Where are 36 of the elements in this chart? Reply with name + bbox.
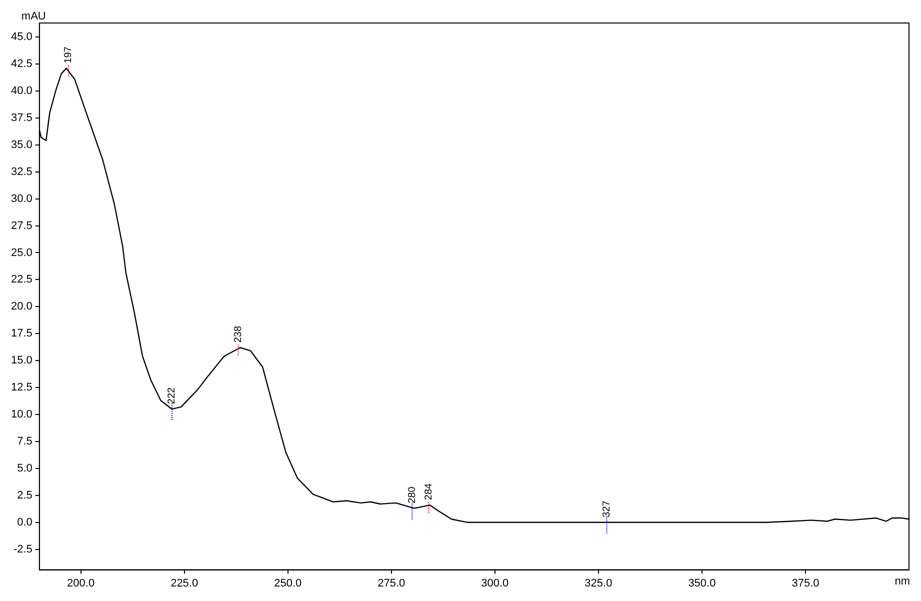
y-tick-label: 10.0 [10,408,32,421]
x-tick-label: 200.0 [67,577,95,590]
annotation: 280 [406,486,418,504]
y-tick-label: 25.0 [10,246,32,259]
y-tick-label: 22.5 [10,274,32,286]
y-tick-label: -2.5 [13,543,32,556]
y-tick-label: 5.0 [17,462,32,474]
y-tick-label: 27.5 [10,220,32,232]
x-tick-label: 225.0 [170,577,198,590]
y-tick-label: 32.5 [10,166,32,178]
x-tick-label: 250.0 [274,577,302,590]
x-tick-label: 300.0 [481,577,509,590]
y-tick-label: 40.0 [10,84,32,97]
x-tick-label: 375.0 [792,577,820,590]
y-tick-label: 2.5 [17,489,32,502]
y-tick-label: 20.0 [10,300,32,313]
x-axis-title: nm [894,575,910,588]
y-axis-title: mAU [21,10,46,23]
y-tick-label: 15.0 [10,354,32,367]
annotation: 238 [232,326,244,343]
y-tick-label: 45.0 [10,31,32,44]
annotation: 284 [423,482,434,500]
annotation: 197 [63,46,74,64]
y-tick-label: 12.5 [10,382,32,394]
y-tick-label: 35.0 [10,138,32,151]
y-tick-label: 37.5 [10,112,32,124]
y-tick-label: 0.0 [17,516,32,528]
y-tick-label: 30.0 [10,192,32,205]
y-tick-label: 17.5 [10,328,32,340]
x-tick-label: 275.0 [378,577,406,590]
y-tick-label: 7.5 [17,435,32,448]
x-tick-label: 325.0 [584,577,612,590]
annotation: 222 [166,386,178,404]
annotation: 327 [601,500,612,518]
y-tick-label: 42.5 [10,58,32,70]
x-tick-label: 350.0 [688,577,716,590]
